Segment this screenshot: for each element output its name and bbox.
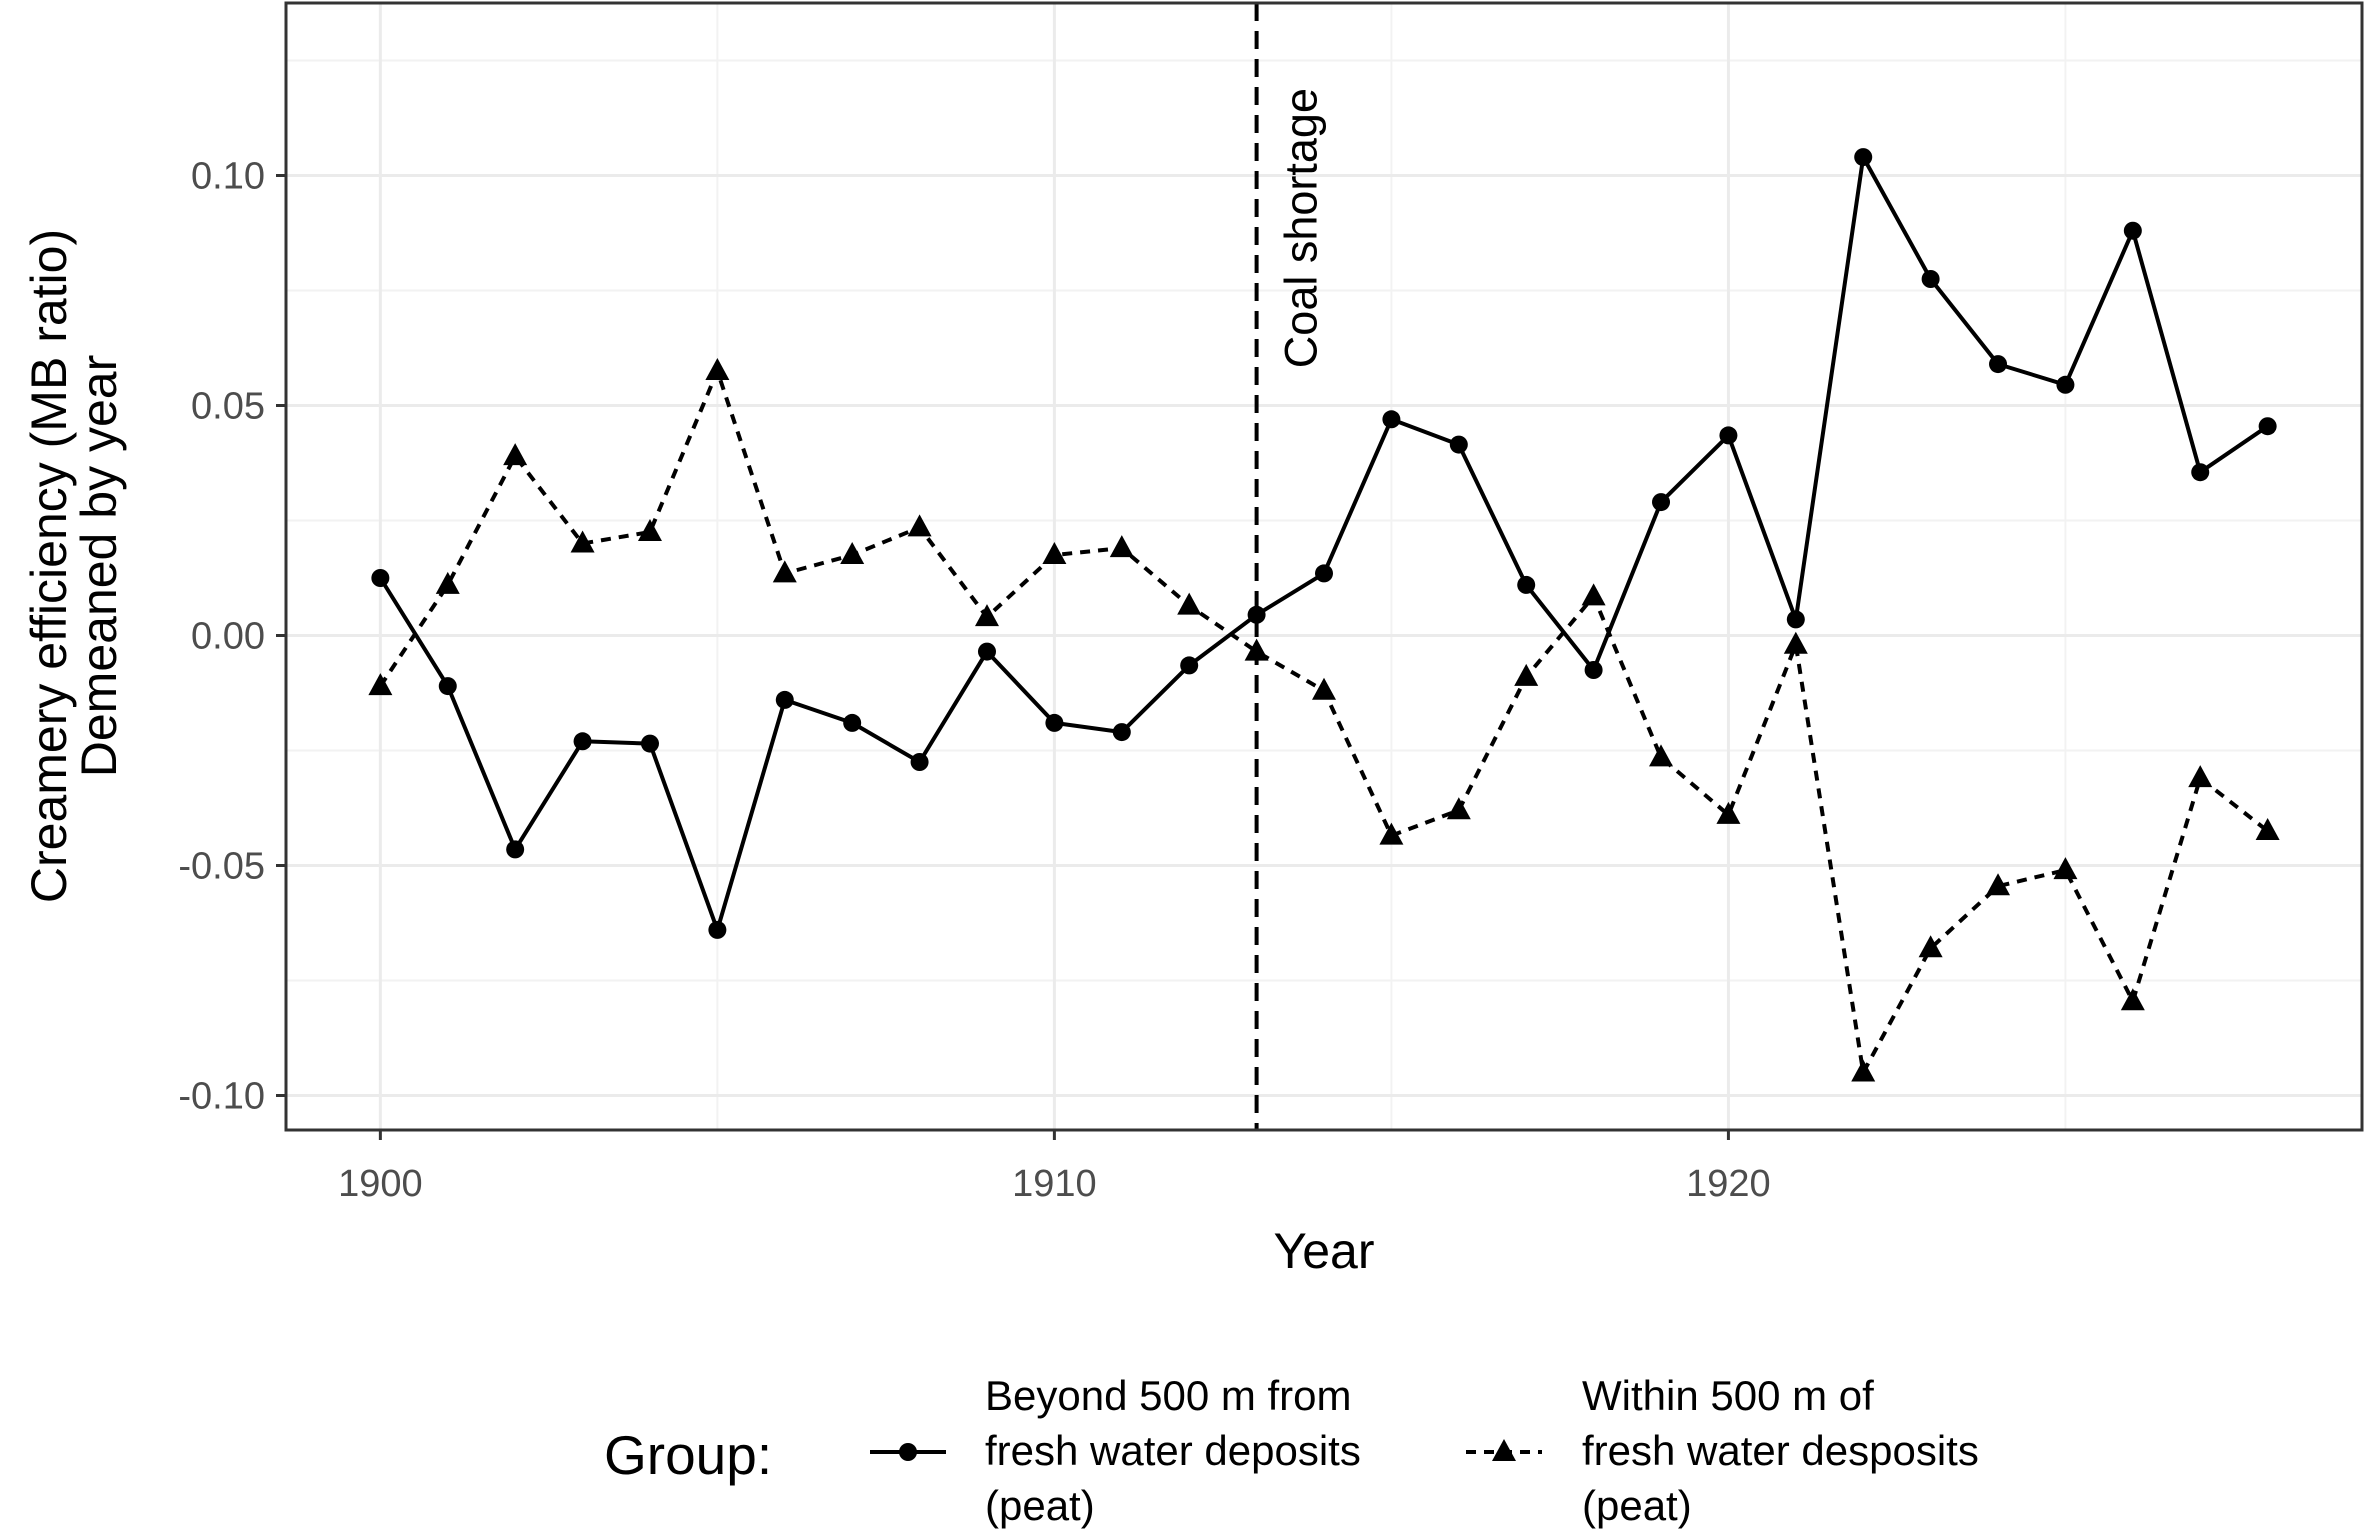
legend-title: Group: bbox=[604, 1424, 772, 1486]
series-2-point bbox=[1177, 592, 1202, 615]
series-1-point bbox=[1449, 435, 1468, 454]
y-tick-label: 0.00 bbox=[191, 616, 265, 658]
series-2-point bbox=[1918, 935, 1943, 958]
series-1-point bbox=[506, 840, 525, 859]
y-tick-label: -0.05 bbox=[178, 846, 265, 888]
x-tick-label: 1920 bbox=[1686, 1163, 1771, 1205]
plot-panel-border bbox=[284, 1, 2364, 1132]
series-2-point bbox=[1581, 583, 1606, 606]
y-tick-label: -0.10 bbox=[178, 1076, 265, 1118]
series-1-point bbox=[1517, 575, 1536, 594]
series-2-point bbox=[1851, 1059, 1876, 1082]
legend-label-series-2-line-3: (peat) bbox=[1582, 1482, 1692, 1529]
y-axis-title-line-2: Demeaned by year bbox=[71, 355, 127, 777]
series-2-point bbox=[2255, 818, 2280, 840]
tick-layer: 1900 1910 1920 0.10 0.05 0.00 -0.05 -0.10 bbox=[178, 156, 1770, 1206]
legend-label-series-2-line-2: fresh water desposits bbox=[1582, 1427, 1979, 1474]
series-1-point bbox=[1652, 493, 1671, 512]
series-2-point bbox=[840, 542, 865, 564]
series-2-point bbox=[1446, 797, 1471, 820]
series-1-point bbox=[371, 569, 390, 587]
series-2-point bbox=[974, 604, 999, 627]
series-1-point bbox=[775, 690, 794, 709]
series-2-point bbox=[1783, 631, 1808, 654]
series-1-point bbox=[2191, 463, 2210, 482]
legend-label-series-1-line-2: fresh water deposits bbox=[985, 1427, 1361, 1474]
annotation-label: Coal shortage bbox=[1276, 88, 1327, 368]
series-2-point bbox=[1716, 801, 1741, 824]
legend-key-series-1 bbox=[870, 1443, 946, 1461]
legend-key-series-2 bbox=[1466, 1439, 1542, 1461]
series-1-point bbox=[1382, 410, 1401, 429]
series-1-point bbox=[1247, 605, 1266, 624]
series-2-point bbox=[570, 530, 595, 553]
grid-layer bbox=[286, 3, 2362, 1130]
series-1-point bbox=[1989, 355, 2008, 374]
series-1-point bbox=[2123, 221, 2142, 240]
series-2-point bbox=[772, 560, 797, 583]
legend-label-series-1-line-1: Beyond 500 m from bbox=[985, 1372, 1352, 1419]
series-1-point bbox=[843, 713, 862, 732]
series-2-point bbox=[503, 443, 528, 466]
series-2-point bbox=[1109, 535, 1134, 558]
y-tick-label: 0.05 bbox=[191, 386, 265, 428]
series-1-point bbox=[573, 732, 592, 751]
x-axis-title: Year bbox=[1273, 1223, 1374, 1279]
series-2-point bbox=[1986, 873, 2011, 896]
series-2-point bbox=[2120, 988, 2145, 1011]
legend-label-series-1-line-3: (peat) bbox=[985, 1482, 1095, 1529]
series-1 bbox=[371, 148, 2277, 939]
y-axis-title-line-1: Creamery efficiency (MB ratio) bbox=[21, 229, 77, 903]
series-1-point bbox=[1719, 426, 1738, 445]
series-1-point bbox=[640, 734, 659, 753]
y-tick-label: 0.10 bbox=[191, 156, 265, 198]
series-1-point bbox=[1045, 713, 1064, 732]
series-1-point bbox=[708, 920, 727, 939]
series-2-point bbox=[1042, 542, 1067, 564]
series-2-point bbox=[1379, 822, 1404, 845]
series-2 bbox=[368, 358, 2280, 1082]
x-tick-label: 1910 bbox=[1012, 1163, 1097, 1205]
series-2-point bbox=[705, 358, 730, 380]
legend: Group: Beyond 500 m from fresh water dep… bbox=[604, 1372, 1979, 1529]
series-2-point bbox=[435, 571, 460, 594]
series-1-point bbox=[2056, 375, 2075, 394]
series-1-point bbox=[1315, 564, 1333, 583]
series-2-point bbox=[1649, 744, 1674, 767]
series-1-point bbox=[1112, 723, 1131, 742]
series-1-point bbox=[1786, 610, 1805, 629]
series-2-point bbox=[907, 514, 932, 537]
series-2-point bbox=[1244, 638, 1269, 661]
series-2-point bbox=[1514, 663, 1539, 686]
series-1-point bbox=[910, 753, 929, 771]
series-1-point bbox=[1584, 661, 1603, 679]
series-1-point bbox=[2258, 417, 2277, 436]
series-1-point bbox=[1921, 270, 1940, 288]
series-1-point bbox=[1854, 148, 1873, 167]
series-1-point bbox=[977, 642, 996, 661]
series-2-point bbox=[637, 519, 662, 541]
series-2-point bbox=[2053, 857, 2078, 880]
series-layer bbox=[368, 148, 2280, 1082]
legend-label-series-2-line-1: Within 500 m of bbox=[1582, 1372, 1874, 1419]
series-2-point bbox=[368, 673, 393, 696]
series-1-point bbox=[1180, 656, 1199, 675]
series-2-line bbox=[378, 369, 2269, 1075]
series-1-point bbox=[438, 677, 457, 696]
x-tick-label: 1900 bbox=[338, 1163, 423, 1205]
series-2-point bbox=[1312, 677, 1336, 700]
annotation-layer: Coal shortage bbox=[1254, 3, 1327, 1130]
series-2-point bbox=[2188, 765, 2213, 788]
